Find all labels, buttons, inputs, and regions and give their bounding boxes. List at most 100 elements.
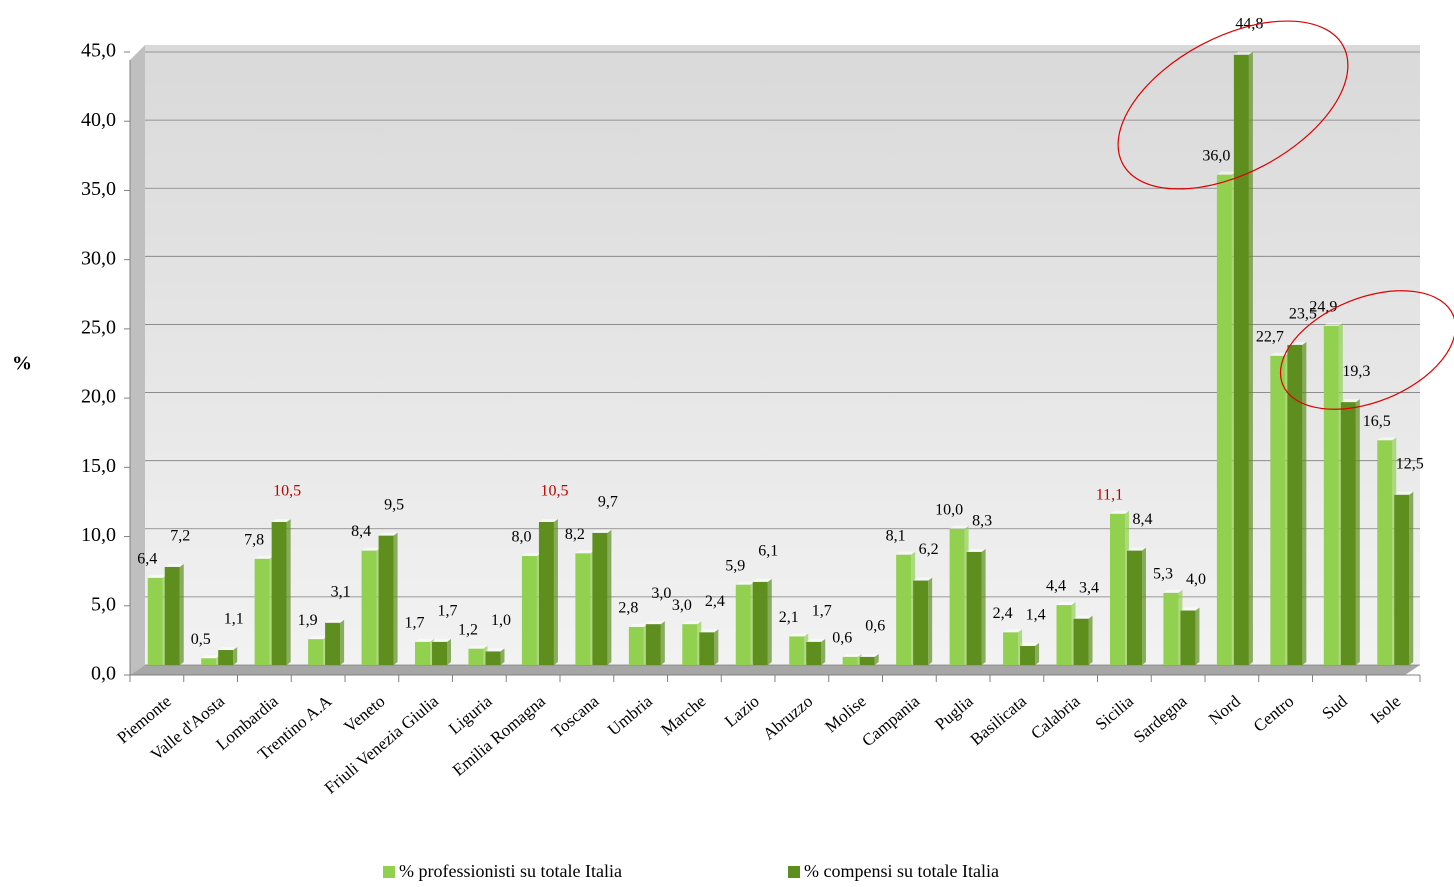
x-tick-label: Marche <box>657 692 709 740</box>
bar-top <box>1163 589 1183 593</box>
bar-face <box>842 656 858 665</box>
bar-top <box>1020 642 1040 646</box>
bar-side <box>1088 615 1093 665</box>
value-label: 5,3 <box>1153 565 1173 582</box>
bar <box>1109 510 1129 665</box>
bar-face <box>592 532 608 665</box>
x-tick-label: Emilia Romagna <box>449 691 549 780</box>
bar-side <box>928 577 933 665</box>
bar-top <box>1323 322 1343 326</box>
value-label: 8,4 <box>1132 511 1152 528</box>
x-tick-label: Umbria <box>604 691 656 739</box>
x-tick-label: Sicilia <box>1092 691 1138 734</box>
bar <box>752 578 772 665</box>
x-tick-label: Toscana <box>548 691 603 741</box>
x-tick-label: Veneto <box>340 692 388 737</box>
value-label: 8,0 <box>511 529 531 546</box>
bar-face <box>521 556 537 665</box>
value-label: 2,4 <box>705 593 725 610</box>
bar-side <box>340 619 345 665</box>
bar <box>1020 642 1040 665</box>
bar-face <box>913 580 929 665</box>
bar <box>806 638 826 665</box>
bar <box>254 555 274 665</box>
x-tick-label: Basilicata <box>967 691 1031 749</box>
value-label: 3,0 <box>651 585 671 602</box>
bar <box>1233 51 1253 666</box>
bar-face <box>1003 632 1019 665</box>
value-label: 16,5 <box>1363 413 1391 430</box>
bar-side <box>179 563 184 665</box>
bar <box>699 629 719 665</box>
legend-swatch <box>383 866 395 878</box>
value-label: 8,2 <box>565 526 585 543</box>
value-label: 8,3 <box>972 513 992 530</box>
bar-face <box>1109 513 1125 665</box>
legend-label: % compensi su totale Italia <box>804 861 999 881</box>
bar-face <box>1126 550 1142 665</box>
x-tick-label: Sud <box>1318 691 1351 723</box>
value-label: 23,5 <box>1289 306 1317 323</box>
value-label: 6,4 <box>137 550 157 567</box>
bar <box>913 577 933 665</box>
bar-side <box>1195 607 1200 665</box>
value-label: 1,4 <box>1026 607 1046 624</box>
bar <box>432 638 452 665</box>
bar <box>896 551 916 665</box>
bar <box>1377 437 1397 665</box>
bar <box>966 548 986 665</box>
bar-top <box>949 525 969 529</box>
bar-side <box>714 629 719 665</box>
highlight-ellipse <box>1279 290 1454 410</box>
bar-top <box>682 621 702 625</box>
bar-top <box>468 645 488 649</box>
x-tick-label: Lazio <box>721 692 763 731</box>
bar-top <box>1003 629 1023 633</box>
bar-top <box>218 647 238 651</box>
y-tick-label: 5,0 <box>91 593 116 615</box>
bar-face <box>218 650 234 665</box>
bar-side <box>1248 51 1253 666</box>
value-label: 0,6 <box>832 629 852 646</box>
bar-face <box>485 651 501 665</box>
bar <box>1180 607 1200 665</box>
bar <box>1287 341 1307 665</box>
bar <box>949 525 969 665</box>
bar-face <box>538 521 554 665</box>
bar-face <box>645 624 661 665</box>
bar <box>468 645 488 665</box>
bar-top <box>308 636 328 640</box>
bar <box>415 638 435 665</box>
y-tick-label: 30,0 <box>81 247 116 269</box>
bar-top <box>592 529 612 533</box>
bar-top <box>1180 607 1200 611</box>
bar-top <box>147 574 167 578</box>
bar-face <box>1163 592 1179 665</box>
value-label: 4,4 <box>1046 578 1066 595</box>
x-tick-label: Isole <box>1367 692 1405 728</box>
bar-side <box>500 648 505 665</box>
highlight-ellipse <box>1117 20 1349 190</box>
y-axis-label: % <box>12 353 32 375</box>
value-label: 8,4 <box>351 523 371 540</box>
bar-face <box>468 648 484 665</box>
bar-top <box>1394 491 1414 495</box>
bar-top <box>164 563 184 567</box>
bar <box>735 581 755 665</box>
bar <box>1323 322 1343 665</box>
bar-face <box>1323 325 1339 665</box>
bar-side <box>1035 642 1040 665</box>
bar-top <box>325 619 345 623</box>
bar-face <box>752 581 768 665</box>
bar-top <box>913 577 933 581</box>
bar-top <box>1377 437 1397 441</box>
bar <box>645 621 665 665</box>
bar-top <box>645 621 665 625</box>
bar-top <box>859 653 879 657</box>
bar-top <box>254 555 274 559</box>
x-tick-label: Campania <box>858 691 923 750</box>
legend-label: % professionisti su totale Italia <box>399 861 622 881</box>
bar-face <box>164 566 180 665</box>
bar-side <box>660 621 665 665</box>
